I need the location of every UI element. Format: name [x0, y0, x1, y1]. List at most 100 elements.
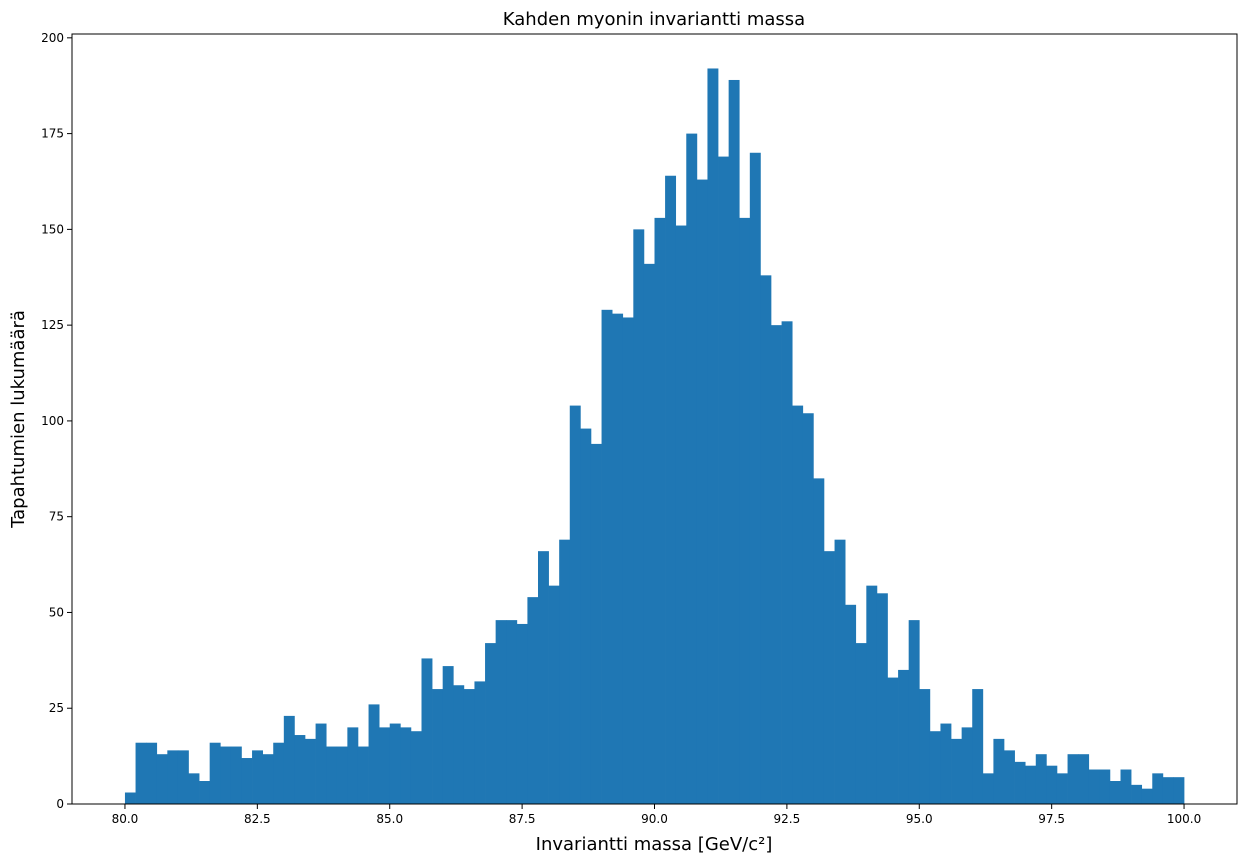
histogram-bar — [294, 735, 306, 804]
y-tick-label: 0 — [56, 797, 64, 811]
x-tick-label: 85.0 — [376, 812, 403, 826]
histogram-bar — [1025, 765, 1037, 804]
histogram-bar — [463, 689, 475, 804]
x-tick-label: 92.5 — [774, 812, 801, 826]
histogram-bar — [908, 620, 920, 804]
histogram-bar — [643, 263, 655, 805]
chart-title: Kahden myonin invariantti massa — [503, 9, 805, 30]
histogram-bar — [495, 620, 507, 804]
histogram-bar — [230, 746, 242, 804]
histogram-bar — [993, 738, 1005, 804]
x-tick-label: 80.0 — [112, 812, 139, 826]
histogram-bar — [326, 746, 338, 804]
histogram-bar — [347, 727, 359, 804]
histogram-bar — [665, 175, 677, 805]
histogram-bar — [188, 773, 200, 804]
x-tick-label: 90.0 — [641, 812, 668, 826]
histogram-bar — [527, 597, 539, 804]
histogram-bar — [538, 551, 549, 804]
histogram-bar — [400, 727, 412, 804]
histogram-bar — [516, 623, 528, 804]
histogram-bar — [1078, 754, 1090, 804]
histogram-bar — [262, 754, 274, 804]
histogram-bar — [442, 666, 454, 804]
histogram-bar — [1056, 773, 1068, 804]
x-tick-label: 97.5 — [1038, 812, 1065, 826]
bars-group — [124, 68, 1185, 805]
histogram-bar — [209, 742, 221, 804]
histogram-bar — [1109, 781, 1121, 804]
histogram-bar — [389, 723, 401, 804]
histogram-bar — [590, 443, 602, 804]
x-tick-label: 82.5 — [244, 812, 271, 826]
histogram-bar — [929, 731, 941, 804]
histogram-bar — [612, 313, 624, 804]
histogram-bar — [474, 681, 486, 804]
histogram-bar — [336, 746, 348, 804]
y-tick-label: 125 — [41, 318, 64, 332]
histogram-bar — [1173, 777, 1185, 804]
histogram-bar — [548, 585, 560, 804]
histogram-bar — [739, 217, 751, 804]
histogram-bar — [855, 643, 867, 804]
histogram-bar — [675, 225, 687, 805]
y-axis-ticks: 0 25 50 75 100 125 150 175 200 — [41, 31, 72, 811]
histogram-bar — [146, 742, 158, 804]
histogram-bar — [167, 750, 179, 804]
histogram-bar — [601, 309, 613, 804]
histogram-bar — [1099, 769, 1111, 804]
histogram-bar — [813, 478, 825, 804]
y-tick-label: 200 — [41, 31, 64, 45]
histogram-bar — [792, 405, 804, 804]
histogram-bar — [506, 620, 518, 804]
histogram-bar — [654, 217, 666, 804]
histogram-bar — [876, 593, 888, 804]
histogram-bar — [961, 727, 973, 804]
histogram-bar — [1014, 761, 1026, 804]
histogram-bar — [802, 413, 814, 804]
histogram-bar — [368, 704, 380, 804]
histogram-bar — [1067, 754, 1079, 804]
histogram-bar — [1046, 765, 1058, 804]
histogram-bar — [749, 152, 761, 804]
x-axis-label: Invariantti massa [GeV/c²] — [536, 834, 773, 855]
histogram-bar — [1088, 769, 1100, 804]
histogram-bar — [972, 689, 984, 804]
y-tick-label: 25 — [49, 701, 64, 715]
x-tick-label: 87.5 — [509, 812, 536, 826]
histogram-bar — [569, 405, 581, 804]
histogram-bar — [707, 68, 719, 805]
histogram-bar — [728, 79, 740, 805]
histogram-bar — [823, 551, 835, 804]
histogram-bar — [124, 792, 136, 804]
histogram-bar — [580, 428, 592, 804]
histogram-bar — [559, 539, 571, 804]
histogram-bar — [898, 669, 910, 804]
histogram-bar — [453, 685, 465, 804]
y-tick-label: 150 — [41, 222, 64, 236]
histogram-bar — [241, 758, 253, 804]
histogram-bar — [718, 156, 729, 805]
histogram-bar — [1004, 750, 1015, 804]
x-tick-label: 100.0 — [1167, 812, 1201, 826]
histogram-bar — [919, 689, 931, 804]
histogram-bar — [771, 325, 782, 804]
y-tick-label: 175 — [41, 127, 64, 141]
x-tick-label: 95.0 — [906, 812, 933, 826]
histogram-bar — [273, 742, 285, 804]
histogram-bar — [305, 738, 316, 804]
histogram-bar — [1162, 777, 1174, 804]
x-axis-ticks: 80.0 82.5 85.0 87.5 90.0 92.5 95.0 97.5 100.0 — [112, 804, 1201, 826]
histogram-bar — [135, 742, 147, 804]
histogram-bar — [432, 689, 444, 804]
histogram-bar — [421, 658, 433, 804]
histogram-bar — [887, 677, 899, 804]
histogram-bar — [283, 715, 295, 804]
histogram-bar — [199, 781, 211, 804]
y-tick-label: 100 — [41, 414, 64, 428]
histogram-bar — [1035, 754, 1047, 804]
histogram-bar — [866, 585, 878, 804]
histogram-bar — [982, 773, 994, 804]
histogram-bar — [1141, 788, 1153, 804]
